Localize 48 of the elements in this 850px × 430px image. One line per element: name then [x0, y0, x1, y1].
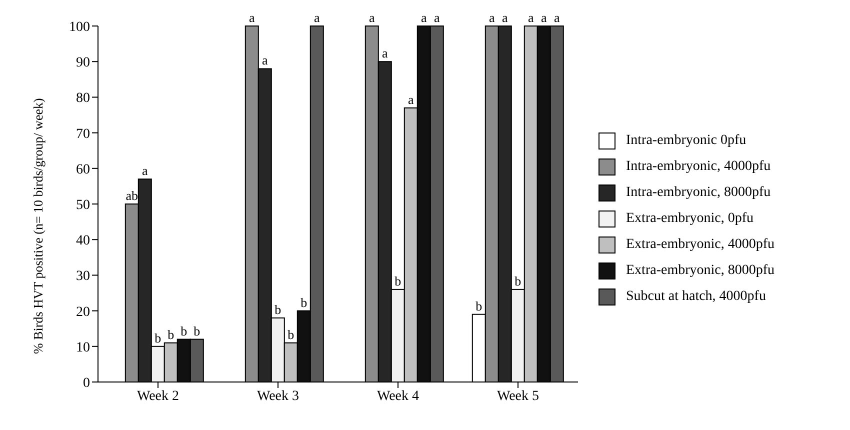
x-tick-label: Week 5: [496, 388, 540, 404]
data-label: a: [421, 10, 428, 25]
y-tick-label: 90: [76, 56, 90, 71]
x-tick-label: Week 4: [376, 388, 420, 404]
data-label: b: [168, 326, 174, 342]
y-tick-label: 80: [76, 91, 90, 106]
data-label: a: [262, 52, 268, 68]
data-label: b: [274, 302, 282, 317]
data-label: b: [194, 323, 200, 338]
legend-label: Intra-embryonic, 8000pfu: [626, 185, 771, 201]
y-tick-label: 50: [76, 198, 90, 213]
data-label: a: [489, 10, 496, 25]
data-label: a: [142, 163, 148, 178]
data-label: b: [154, 330, 162, 346]
x-tick-label: Week 3: [256, 388, 300, 404]
data-label: b: [514, 273, 522, 288]
data-label: a: [541, 10, 548, 25]
legend-label: Extra-embryonic, 0pfu: [626, 211, 754, 227]
legend-label: Extra-embryonic, 4000pfu: [626, 237, 775, 253]
legend-label: Extra-embryonic, 8000pfu: [626, 263, 775, 279]
data-label: a: [408, 92, 414, 107]
data-label: b: [476, 298, 482, 314]
y-tick-label: 20: [76, 304, 90, 320]
legend-label: Intra-embryonic, 4000pfu: [626, 159, 771, 175]
data-label: a: [382, 46, 388, 61]
data-label: b: [180, 323, 188, 338]
data-label: a: [314, 10, 320, 25]
y-tick-label: 40: [76, 234, 90, 249]
x-tick-label: Week 2: [136, 388, 180, 404]
y-axis-title: % Birds HVT positive (n= 10 birds/group/ week): [30, 98, 46, 354]
data-label: b: [300, 294, 308, 310]
y-tick-label: 0: [83, 376, 90, 391]
data-label: a: [369, 10, 376, 25]
data-label: b: [394, 273, 402, 288]
data-label: b: [288, 326, 294, 342]
data-label: ab: [126, 188, 138, 203]
y-tick-label: 10: [76, 340, 90, 356]
data-label: a: [249, 10, 256, 25]
legend-label: Intra-embryonic 0pfu: [626, 133, 746, 149]
y-tick-label: 30: [76, 269, 90, 284]
y-tick-label: 100: [69, 20, 90, 35]
y-tick-label: 70: [76, 126, 90, 142]
data-label: a: [554, 10, 560, 25]
data-label: a: [434, 10, 440, 25]
data-label: a: [502, 10, 508, 25]
y-tick-label: 60: [76, 162, 90, 178]
legend-label: Subcut at hatch, 4000pfu: [626, 289, 766, 305]
data-label: a: [528, 10, 534, 25]
